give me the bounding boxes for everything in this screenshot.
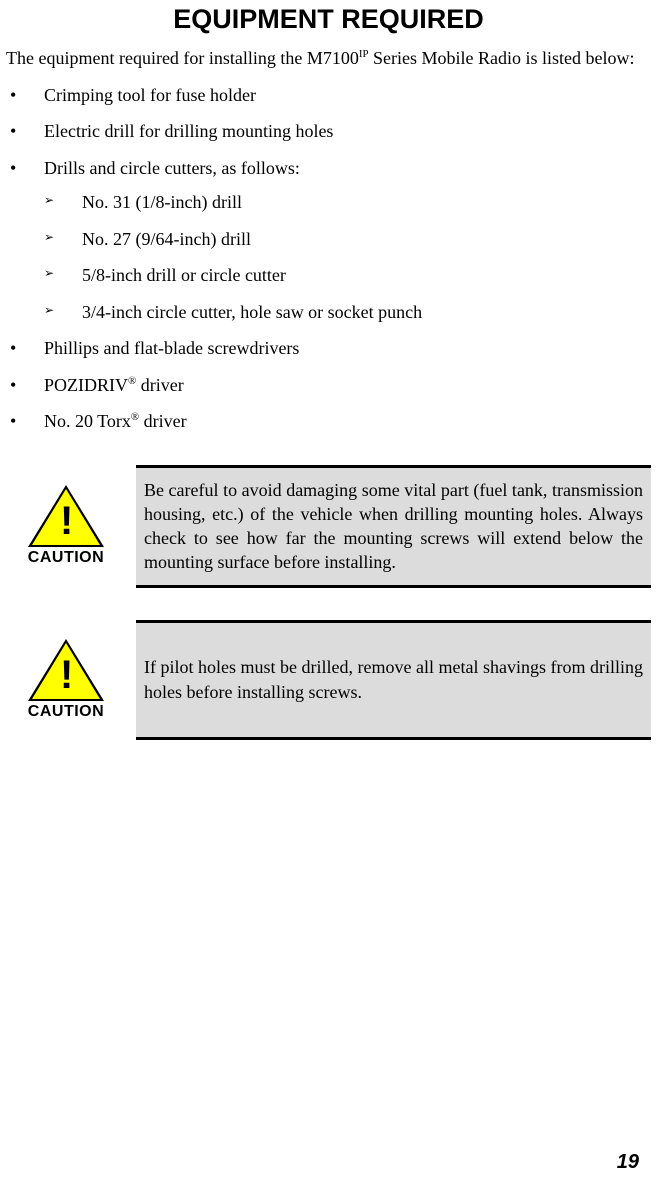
caution-icon-column: ! CAUTION (6, 465, 126, 588)
list-item: Phillips and flat-blade screwdrivers (6, 337, 651, 360)
list-item: Crimping tool for fuse holder (6, 84, 651, 107)
list-item: Drills and circle cutters, as follows: N… (6, 157, 651, 324)
exclamation-icon: ! (60, 655, 72, 695)
page-title: EQUIPMENT REQUIRED (6, 4, 651, 35)
caution-label: CAUTION (28, 549, 104, 567)
caution-block-1: ! CAUTION Be careful to avoid damaging s… (6, 465, 651, 588)
intro-pre: The equipment required for installing th… (6, 48, 359, 68)
list-item-label: Drills and circle cutters, as follows: (44, 158, 300, 178)
exclamation-icon: ! (60, 501, 72, 541)
list-item: POZIDRIV® driver (6, 374, 651, 397)
sublist-item: No. 27 (9/64-inch) drill (44, 228, 651, 251)
caution-block-2: ! CAUTION If pilot holes must be drilled… (6, 620, 651, 740)
list-item: Electric drill for drilling mounting hol… (6, 120, 651, 143)
sublist-item: 3/4-inch circle cutter, hole saw or sock… (44, 301, 651, 324)
page-number: 19 (617, 1151, 639, 1174)
equipment-list: Crimping tool for fuse holder Electric d… (6, 84, 651, 433)
caution-label: CAUTION (28, 703, 104, 721)
caution-text-inner: If pilot holes must be drilled, remove a… (144, 655, 643, 704)
list-item-pre: No. 20 Torx (44, 411, 131, 431)
list-item-sup: ® (131, 411, 139, 423)
caution-icon-column: ! CAUTION (6, 620, 126, 740)
intro-sup: IP (359, 48, 369, 60)
intro-post: Series Mobile Radio is listed below: (369, 48, 635, 68)
list-item-pre: POZIDRIV (44, 375, 128, 395)
drill-sublist: No. 31 (1/8-inch) drill No. 27 (9/64-inc… (44, 191, 651, 323)
list-item-post: driver (136, 375, 183, 395)
warning-triangle-icon: ! (28, 485, 104, 547)
caution-text: If pilot holes must be drilled, remove a… (136, 620, 651, 740)
caution-text: Be careful to avoid damaging some vital … (136, 465, 651, 588)
sublist-item: 5/8-inch drill or circle cutter (44, 264, 651, 287)
warning-triangle-icon: ! (28, 639, 104, 701)
intro-paragraph: The equipment required for installing th… (6, 47, 651, 70)
list-item-post: driver (139, 411, 186, 431)
list-item: No. 20 Torx® driver (6, 410, 651, 433)
sublist-item: No. 31 (1/8-inch) drill (44, 191, 651, 214)
list-item-sup: ® (128, 375, 136, 387)
